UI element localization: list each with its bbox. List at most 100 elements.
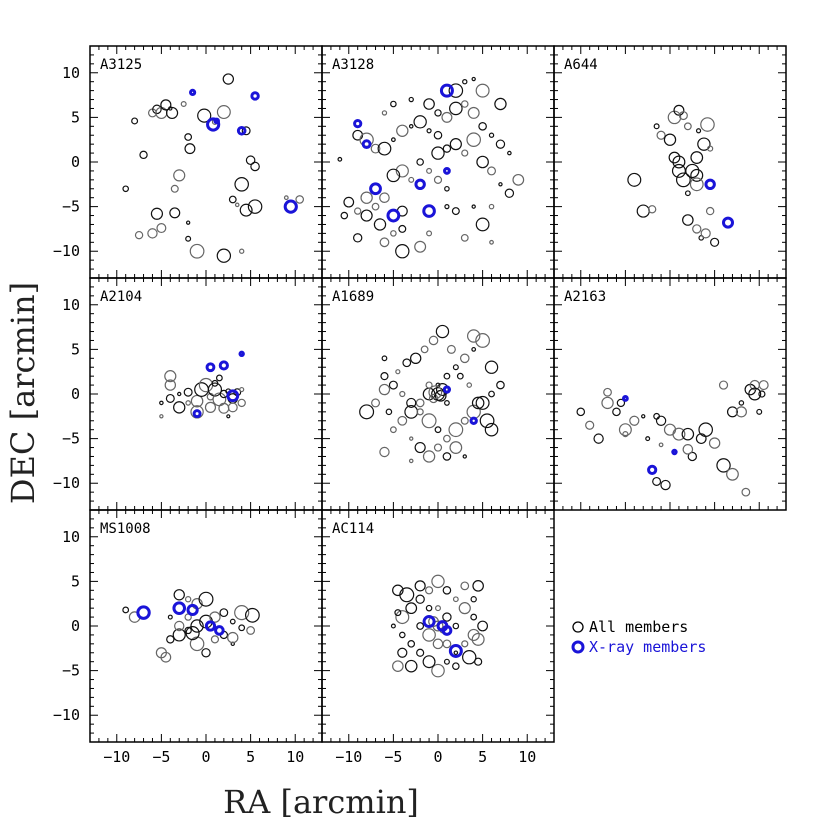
member-point [373, 218, 387, 231]
member-point [741, 487, 751, 497]
member-point [159, 400, 164, 406]
member-point [758, 380, 769, 391]
xray-point [361, 139, 372, 150]
xray-point [353, 119, 363, 129]
member-point [165, 106, 179, 120]
xray-point [186, 603, 199, 617]
member-point [616, 398, 626, 408]
member-point [484, 360, 499, 374]
member-point [442, 639, 452, 649]
xray-point [250, 91, 260, 101]
member-point [381, 110, 388, 116]
member-point [708, 437, 721, 449]
member-point [466, 132, 481, 147]
member-point [165, 393, 175, 403]
member-point [198, 591, 214, 607]
member-point [378, 383, 391, 396]
member-point [466, 329, 481, 343]
member-point [207, 382, 223, 397]
member-point [396, 124, 409, 137]
member-point [421, 413, 437, 429]
member-point [139, 150, 148, 160]
member-point [442, 612, 452, 622]
member-point [408, 176, 415, 183]
member-point [422, 655, 436, 669]
member-point [471, 76, 476, 82]
member-point [675, 172, 691, 188]
member-point [695, 128, 702, 134]
member-point [449, 138, 462, 151]
member-point [428, 335, 439, 346]
member-point [227, 402, 238, 413]
member-point [458, 602, 471, 615]
member-point [660, 479, 671, 491]
panel-name: A3128 [332, 57, 374, 73]
y-tick-label: 10 [62, 528, 80, 546]
member-point [360, 209, 373, 222]
member-point [250, 161, 260, 172]
member-point [477, 620, 489, 632]
member-point [460, 233, 469, 242]
member-point [442, 586, 452, 595]
legend-xray-marker [571, 640, 585, 654]
member-point [239, 203, 253, 217]
member-point [211, 379, 219, 387]
member-point [475, 217, 490, 232]
xray-point [469, 416, 478, 425]
member-point [184, 596, 192, 603]
member-point [663, 423, 677, 436]
member-point [689, 177, 704, 192]
member-point [432, 638, 444, 650]
member-point [647, 205, 657, 214]
member-point [428, 385, 443, 400]
member-point [656, 130, 666, 140]
member-point [184, 143, 196, 155]
member-point [479, 413, 495, 429]
member-point [672, 427, 686, 441]
member-point [404, 659, 418, 673]
member-point [394, 609, 402, 617]
xray-point [621, 395, 629, 402]
member-point [160, 651, 172, 663]
member-point [434, 426, 442, 434]
xray-point [189, 88, 197, 97]
member-point [426, 128, 432, 134]
member-point [448, 83, 464, 98]
member-point [448, 422, 464, 438]
member-point [397, 415, 408, 426]
member-point [397, 647, 408, 658]
member-point [452, 622, 460, 630]
member-point [395, 610, 410, 625]
member-point [245, 155, 256, 166]
xray-point [192, 409, 202, 419]
panel-name: A2104 [100, 289, 142, 305]
member-point [381, 355, 388, 362]
member-point [726, 406, 738, 418]
member-point [173, 401, 186, 414]
y-tick-label: 10 [62, 64, 80, 82]
member-point [360, 191, 373, 204]
member-point [204, 401, 217, 413]
member-point [379, 446, 390, 458]
member-point [507, 150, 512, 156]
member-point [472, 580, 484, 592]
member-point [150, 207, 164, 220]
member-point [652, 476, 662, 486]
x-tick-label: −10 [335, 748, 362, 766]
member-point [377, 141, 392, 156]
member-point [395, 164, 409, 178]
member-point [390, 623, 396, 629]
member-point [425, 604, 433, 612]
xray-point [136, 605, 151, 620]
member-point [424, 586, 434, 595]
member-point [416, 408, 424, 416]
member-point [227, 631, 239, 644]
member-point [687, 451, 698, 462]
member-point [379, 192, 390, 203]
member-point [172, 628, 186, 642]
member-point [399, 587, 415, 603]
member-point [390, 100, 397, 108]
member-point [462, 650, 477, 665]
member-point [413, 115, 427, 129]
member-point [185, 220, 191, 225]
